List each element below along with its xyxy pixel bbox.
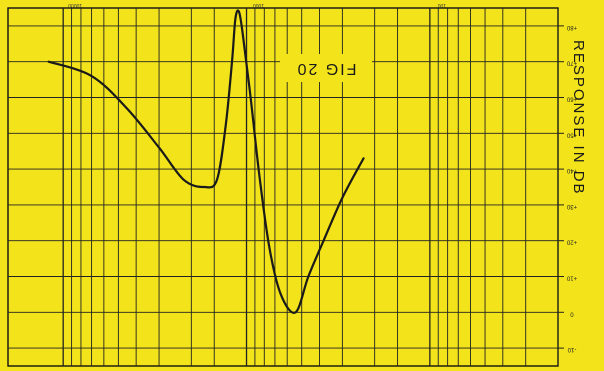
y-tick-label: +70 [566,60,577,66]
x-tick-label: 100 [437,2,446,8]
y-axis-label: RESPONSE IN DB [570,40,587,196]
y-tick-label: +40 [566,167,577,173]
y-tick-label: +20 [566,239,577,245]
y-tick-label: 0 [570,310,574,316]
y-tick-label: +10 [566,275,577,281]
x-tick-label: 1000 [253,2,264,8]
y-tick-label: +80 [566,24,577,30]
y-tick-label: -10 [567,346,576,352]
y-tick-label: +30 [566,203,577,209]
y-tick-label: +50 [566,131,577,137]
response-curve [47,9,365,314]
title-backdrop [280,54,372,82]
y-tick-label: +60 [566,96,577,102]
x-tick-label: 10000 [68,2,82,8]
chart-title: FIG 20 [296,60,357,77]
